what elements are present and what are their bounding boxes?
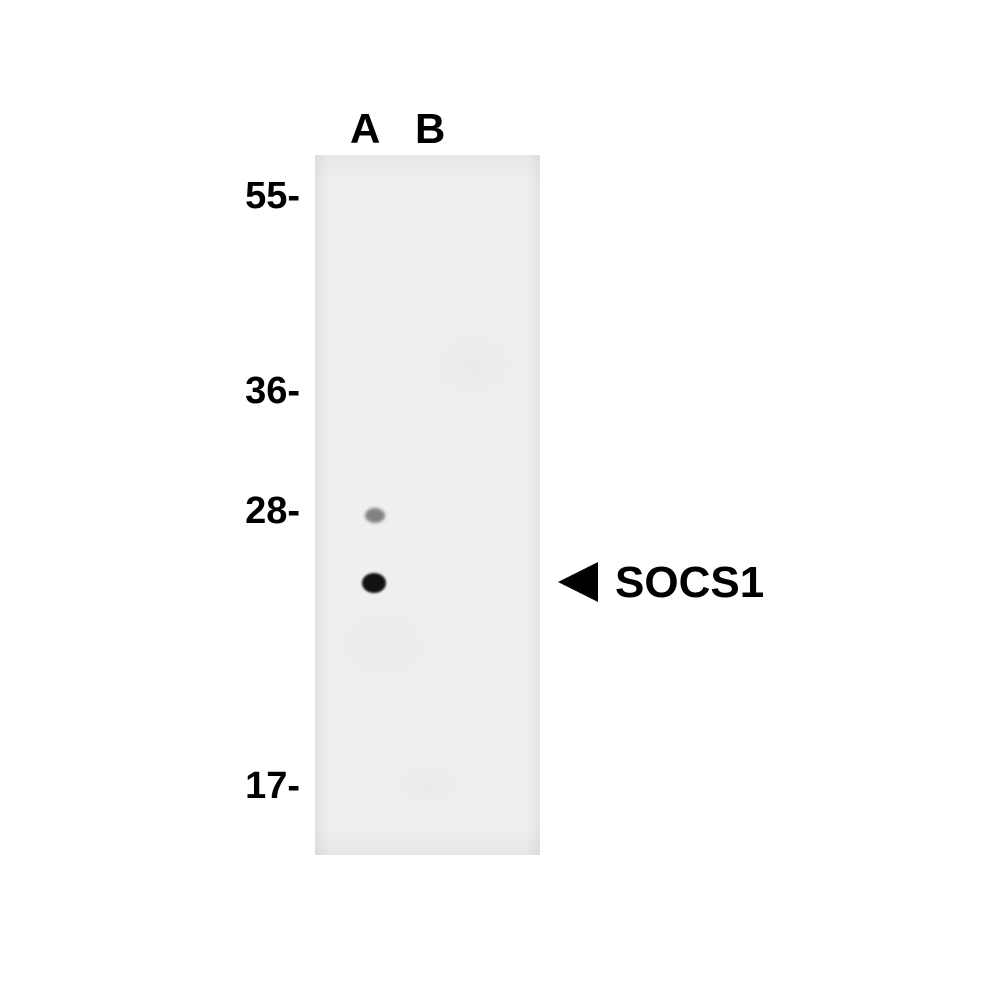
mw-marker-17: 17-: [245, 765, 300, 808]
socs1-arrowhead-icon: [558, 562, 598, 602]
lane-label-b: B: [415, 105, 445, 153]
mw-marker-55: 55-: [245, 175, 300, 218]
band-lane-a-main: [362, 573, 386, 593]
western-blot-figure: A B 55- 36- 28- 17- SOCS1: [0, 0, 1000, 1000]
protein-label-socs1: SOCS1: [615, 558, 764, 608]
blot-texture: [315, 155, 540, 855]
lane-label-a: A: [350, 105, 380, 153]
blot-membrane: [315, 155, 540, 855]
mw-marker-28: 28-: [245, 490, 300, 533]
band-lane-a-upper: [365, 508, 385, 523]
mw-marker-36: 36-: [245, 370, 300, 413]
